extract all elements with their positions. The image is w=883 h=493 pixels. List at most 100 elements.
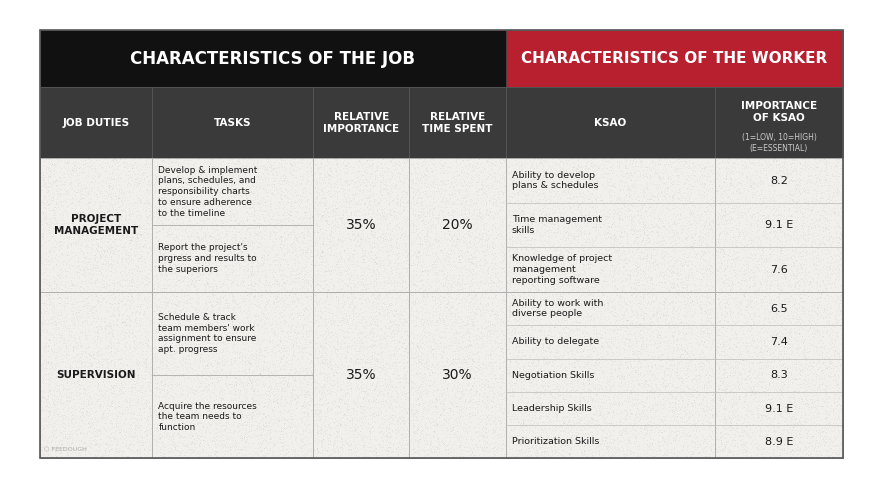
Point <box>481 404 495 412</box>
Point <box>599 383 613 391</box>
Point <box>50 155 64 163</box>
Point <box>84 166 98 174</box>
Point <box>251 231 265 239</box>
Point <box>74 362 88 370</box>
Point <box>627 155 641 163</box>
Point <box>147 370 161 378</box>
Point <box>209 281 223 289</box>
Point <box>40 182 54 190</box>
Point <box>664 446 678 454</box>
Point <box>774 441 789 449</box>
Point <box>604 356 618 364</box>
Point <box>124 304 138 312</box>
Point <box>226 262 240 270</box>
Point <box>152 257 166 265</box>
Point <box>651 346 665 353</box>
Point <box>570 371 585 379</box>
Point <box>644 321 658 329</box>
Point <box>666 309 680 317</box>
Point <box>240 321 254 329</box>
Point <box>374 374 388 382</box>
Point <box>460 325 474 333</box>
Point <box>339 254 353 262</box>
Point <box>64 413 79 421</box>
Point <box>799 221 813 229</box>
Point <box>785 426 799 434</box>
Point <box>506 269 520 277</box>
Point <box>805 341 819 349</box>
Point <box>50 444 64 452</box>
Point <box>730 232 744 240</box>
Point <box>91 426 105 434</box>
Point <box>800 183 814 191</box>
Point <box>79 245 94 252</box>
Point <box>52 437 66 445</box>
Point <box>343 416 357 424</box>
Point <box>112 387 126 394</box>
Point <box>87 302 101 310</box>
Point <box>675 279 690 286</box>
Point <box>35 372 49 380</box>
Point <box>215 239 229 246</box>
Point <box>185 409 199 417</box>
Point <box>72 395 87 403</box>
Point <box>302 218 316 226</box>
Point <box>57 352 71 360</box>
Point <box>794 453 808 460</box>
Point <box>396 352 410 360</box>
Point <box>411 160 425 168</box>
Point <box>69 419 83 427</box>
Point <box>507 176 521 183</box>
Point <box>793 419 807 426</box>
Point <box>688 239 702 246</box>
Point <box>645 235 660 243</box>
Text: Knowledge of project
management
reporting software: Knowledge of project management reportin… <box>512 254 612 285</box>
Point <box>64 337 79 345</box>
Point <box>109 297 124 305</box>
Point <box>811 235 825 243</box>
Point <box>235 363 249 371</box>
Point <box>613 399 627 407</box>
Point <box>741 342 755 350</box>
Point <box>566 297 580 305</box>
Point <box>362 296 376 304</box>
Point <box>84 232 98 240</box>
Point <box>72 171 86 179</box>
Point <box>83 437 97 445</box>
Point <box>828 424 842 432</box>
Point <box>303 281 317 288</box>
Point <box>409 277 423 284</box>
Point <box>606 327 620 335</box>
Point <box>196 218 210 226</box>
Point <box>809 420 823 428</box>
Point <box>133 178 147 186</box>
Point <box>140 197 154 205</box>
Point <box>436 347 450 355</box>
Point <box>357 308 371 316</box>
Point <box>678 403 692 411</box>
Point <box>824 232 838 240</box>
Point <box>442 217 457 225</box>
Point <box>819 370 833 378</box>
Point <box>64 307 79 315</box>
Point <box>578 257 592 265</box>
Point <box>547 217 561 225</box>
Point <box>335 385 349 393</box>
Point <box>129 163 143 171</box>
Point <box>504 268 518 276</box>
Point <box>602 272 616 280</box>
Point <box>42 300 56 308</box>
Point <box>327 448 341 456</box>
Point <box>733 171 747 179</box>
Point <box>416 256 430 264</box>
Point <box>442 250 457 258</box>
Point <box>57 273 72 281</box>
Point <box>129 426 143 434</box>
Point <box>565 246 579 254</box>
Point <box>300 245 314 253</box>
Point <box>35 317 49 325</box>
Point <box>676 441 691 449</box>
Point <box>619 254 633 262</box>
Point <box>622 274 636 282</box>
Point <box>34 310 49 317</box>
